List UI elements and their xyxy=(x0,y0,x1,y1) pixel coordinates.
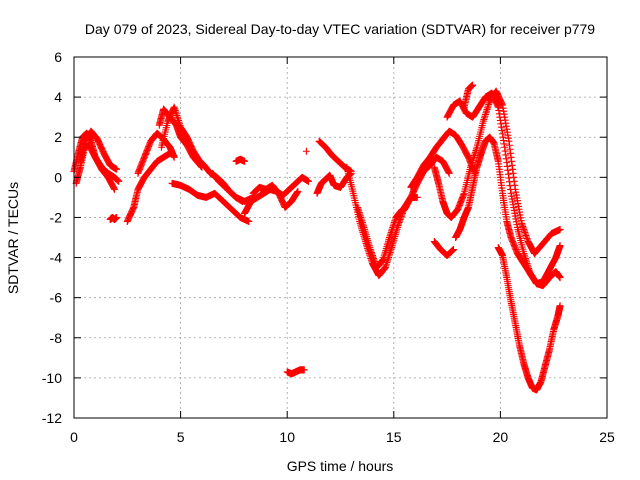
series-sat-ab xyxy=(494,244,564,394)
y-axis-label: SDTVAR / TECUs xyxy=(5,182,21,294)
data-point xyxy=(111,185,119,193)
x-tick-label: 25 xyxy=(599,429,615,445)
data-point xyxy=(556,225,564,233)
data-point xyxy=(300,366,308,374)
series-sat-e xyxy=(123,149,174,225)
data-point xyxy=(469,81,477,89)
series-sat-n xyxy=(249,181,302,211)
series-sat-aa xyxy=(460,81,477,111)
y-tick-label: 6 xyxy=(54,49,62,65)
data-point xyxy=(115,177,123,185)
x-tick-label: 0 xyxy=(70,429,78,445)
y-tick-labels: -12 -10 -8 -6 -4 -2 0 2 4 6 xyxy=(42,49,62,426)
y-tick-label: 2 xyxy=(54,129,62,145)
x-tick-label: 20 xyxy=(493,429,509,445)
data-point xyxy=(113,213,121,221)
y-tick-label: -2 xyxy=(50,209,63,225)
series-sat-d xyxy=(106,213,121,223)
data-point xyxy=(302,147,310,155)
y-tick-label: -4 xyxy=(50,250,63,266)
data-point xyxy=(556,274,564,282)
x-tick-labels: 0 5 10 15 20 25 xyxy=(70,429,615,445)
y-tick-label: -6 xyxy=(50,290,63,306)
y-tick-label: -10 xyxy=(42,370,62,386)
data-point xyxy=(113,165,121,173)
data-point xyxy=(445,169,453,177)
series-sat-c xyxy=(76,127,121,173)
data-point xyxy=(294,187,302,195)
series-sat-z xyxy=(430,238,457,260)
plot-frame xyxy=(73,56,608,419)
series-sat-p xyxy=(302,147,310,155)
series-sat-h xyxy=(157,103,204,165)
chart-title: Day 079 of 2023, Sidereal Day-to-day VTE… xyxy=(85,21,595,37)
data-point xyxy=(556,242,564,250)
series-sat-y xyxy=(452,133,564,290)
y-tick-label: -12 xyxy=(42,410,62,426)
data-point xyxy=(305,177,313,185)
data-point xyxy=(449,246,457,254)
y-tick-label: 0 xyxy=(54,169,62,185)
x-tick-label: 5 xyxy=(177,429,185,445)
series-sat-v xyxy=(407,127,479,191)
series-sat-i xyxy=(168,179,253,225)
series-sat-w xyxy=(430,87,564,258)
x-axis-label: GPS time / hours xyxy=(287,458,394,474)
data-point xyxy=(245,217,253,225)
x-tick-label: 15 xyxy=(386,429,402,445)
series-sat-o xyxy=(283,366,308,378)
data-point xyxy=(241,157,249,165)
y-tick-label: -8 xyxy=(50,330,63,346)
series-sat-l xyxy=(232,155,249,165)
y-tick-label: 4 xyxy=(54,89,62,105)
series-sat-t xyxy=(354,203,406,272)
data-point xyxy=(413,193,421,201)
x-tick-label: 10 xyxy=(279,429,295,445)
data-point xyxy=(170,153,178,161)
data-point xyxy=(556,302,564,310)
data-points xyxy=(70,81,564,394)
